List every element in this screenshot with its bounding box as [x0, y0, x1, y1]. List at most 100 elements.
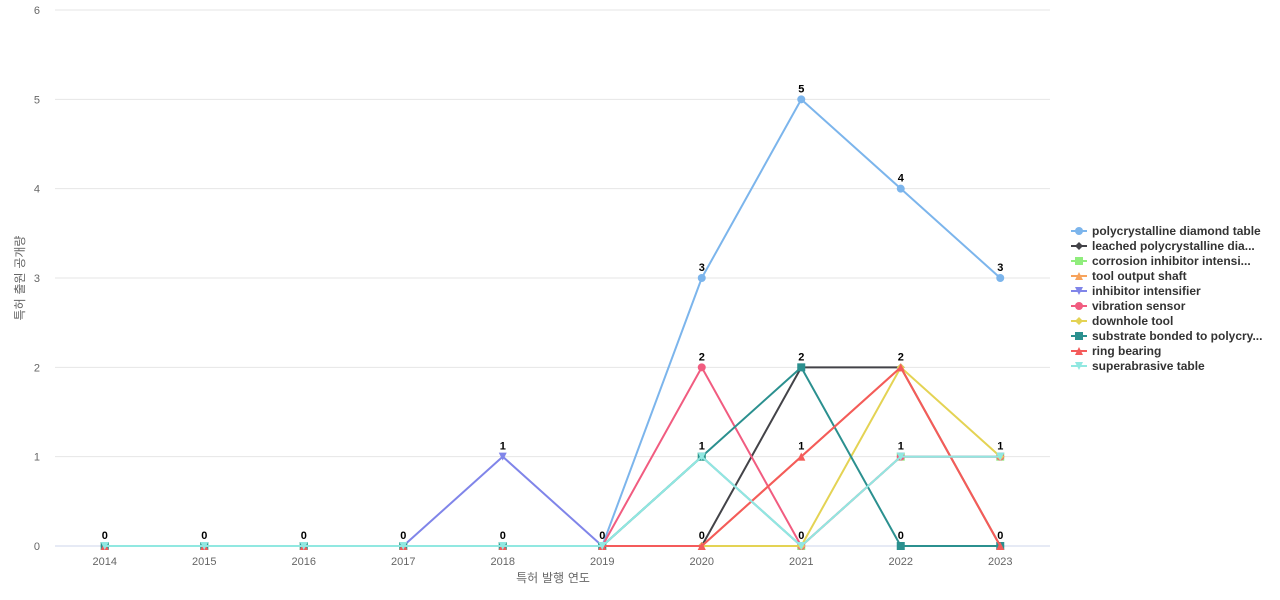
data-point — [896, 452, 905, 461]
y-tick-label: 4 — [34, 184, 40, 196]
data-point — [697, 542, 706, 550]
data-point — [100, 542, 109, 550]
x-tick-label: 2018 — [491, 556, 515, 568]
grid-lines — [55, 9, 1050, 458]
data-label: 1 — [997, 441, 1003, 453]
x-tick-label: 2020 — [690, 556, 714, 568]
data-label: 3 — [699, 262, 705, 274]
data-point — [498, 452, 507, 461]
legend-item[interactable]: vibration sensor — [1071, 299, 1186, 313]
x-tick-label: 2017 — [391, 556, 415, 568]
y-axis-ticks: 0 1 2 3 4 5 6 — [34, 5, 40, 553]
data-label: 0 — [400, 530, 406, 542]
legend-item[interactable]: ring bearing — [1071, 344, 1161, 358]
data-point — [896, 184, 905, 193]
data-label: 0 — [599, 530, 605, 542]
data-label: 0 — [898, 530, 904, 542]
legend-marker — [1075, 287, 1083, 295]
data-point — [797, 363, 806, 372]
legend-item[interactable]: superabrasive table — [1071, 359, 1205, 373]
y-tick-label: 0 — [34, 541, 40, 553]
legend-item[interactable]: substrate bonded to polycry... — [1071, 329, 1262, 343]
data-point — [697, 452, 706, 461]
data-label: 1 — [500, 441, 506, 453]
legend-marker — [1075, 362, 1083, 370]
data-label: 2 — [898, 351, 904, 363]
legend-item[interactable]: leached polycrystalline dia... — [1071, 239, 1255, 253]
legend-marker — [1075, 242, 1083, 250]
series-line — [104, 455, 1001, 547]
legend-marker — [1075, 227, 1083, 235]
x-tick-label: 2015 — [192, 556, 216, 568]
data-label: 1 — [699, 441, 705, 453]
data-label: 0 — [301, 530, 307, 542]
data-point — [200, 542, 209, 550]
legend-label: corrosion inhibitor intensi... — [1092, 254, 1251, 268]
data-label: 5 — [798, 83, 804, 95]
legend-label: substrate bonded to polycry... — [1092, 329, 1262, 343]
y-tick-label: 6 — [34, 5, 40, 17]
data-label: 4 — [898, 173, 905, 185]
legend-label: ring bearing — [1092, 344, 1161, 358]
data-label: 0 — [699, 530, 705, 542]
legend-marker — [1075, 302, 1083, 310]
data-point — [896, 542, 905, 550]
data-point — [797, 452, 806, 461]
series-1[interactable] — [100, 95, 1005, 550]
legend-item[interactable]: corrosion inhibitor intensi... — [1071, 254, 1251, 268]
legend-label: downhole tool — [1092, 314, 1173, 328]
data-labels: 0 0 0 0 1 0 0 3 2 1 0 5 2 1 0 4 2 1 0 3 1 0 — [102, 83, 1004, 542]
legend-marker — [1075, 347, 1083, 355]
legend-label: tool output shaft — [1092, 269, 1187, 283]
data-point — [697, 274, 706, 282]
data-label: 0 — [201, 530, 207, 542]
x-tick-label: 2014 — [93, 556, 117, 568]
data-label: 0 — [798, 530, 804, 542]
data-point — [797, 542, 806, 550]
data-label: 1 — [798, 441, 804, 453]
series-5[interactable] — [100, 452, 1005, 550]
data-point — [896, 363, 905, 372]
data-point — [996, 452, 1005, 461]
x-tick-label: 2022 — [889, 556, 913, 568]
data-label: 3 — [997, 262, 1003, 274]
data-point — [498, 542, 507, 550]
legend-item[interactable]: downhole tool — [1071, 314, 1173, 328]
x-axis-title: 특허 발행 연도 — [516, 570, 590, 585]
legend-label: vibration sensor — [1092, 299, 1186, 313]
legend-label: superabrasive table — [1092, 359, 1205, 373]
data-point — [299, 542, 308, 550]
x-tick-label: 2019 — [590, 556, 614, 568]
legend-marker — [1075, 272, 1083, 280]
legend-item[interactable]: polycrystalline diamond table — [1071, 224, 1261, 238]
series-lines — [100, 95, 1005, 550]
legend-item[interactable]: tool output shaft — [1071, 269, 1187, 283]
series-10[interactable] — [100, 452, 1005, 550]
x-tick-label: 2021 — [789, 556, 813, 568]
data-point — [598, 542, 607, 550]
legend-item[interactable]: inhibitor intensifier — [1071, 284, 1201, 298]
y-tick-label: 1 — [34, 452, 40, 464]
data-label: 1 — [898, 441, 904, 453]
y-tick-label: 5 — [34, 94, 40, 106]
legend-marker — [1075, 317, 1083, 325]
y-tick-label: 2 — [34, 362, 40, 374]
data-point — [996, 274, 1005, 282]
series-line — [104, 455, 1001, 547]
legend-marker — [1075, 257, 1083, 265]
data-point — [399, 542, 408, 550]
data-label: 0 — [500, 530, 506, 542]
x-axis-ticks: 2014 2015 2016 2017 2018 2019 2020 2021 2022 2023 — [93, 556, 1013, 568]
data-label: 0 — [997, 530, 1003, 542]
legend-label: leached polycrystalline dia... — [1092, 239, 1255, 253]
x-tick-label: 2016 — [292, 556, 316, 568]
data-point — [797, 95, 806, 104]
legend-label: polycrystalline diamond table — [1092, 224, 1261, 238]
data-label: 2 — [699, 351, 705, 363]
y-tick-label: 3 — [34, 273, 40, 285]
data-point — [996, 542, 1005, 550]
data-point — [697, 363, 706, 372]
y-axis-title: 특허 출원 공개량 — [13, 236, 27, 321]
